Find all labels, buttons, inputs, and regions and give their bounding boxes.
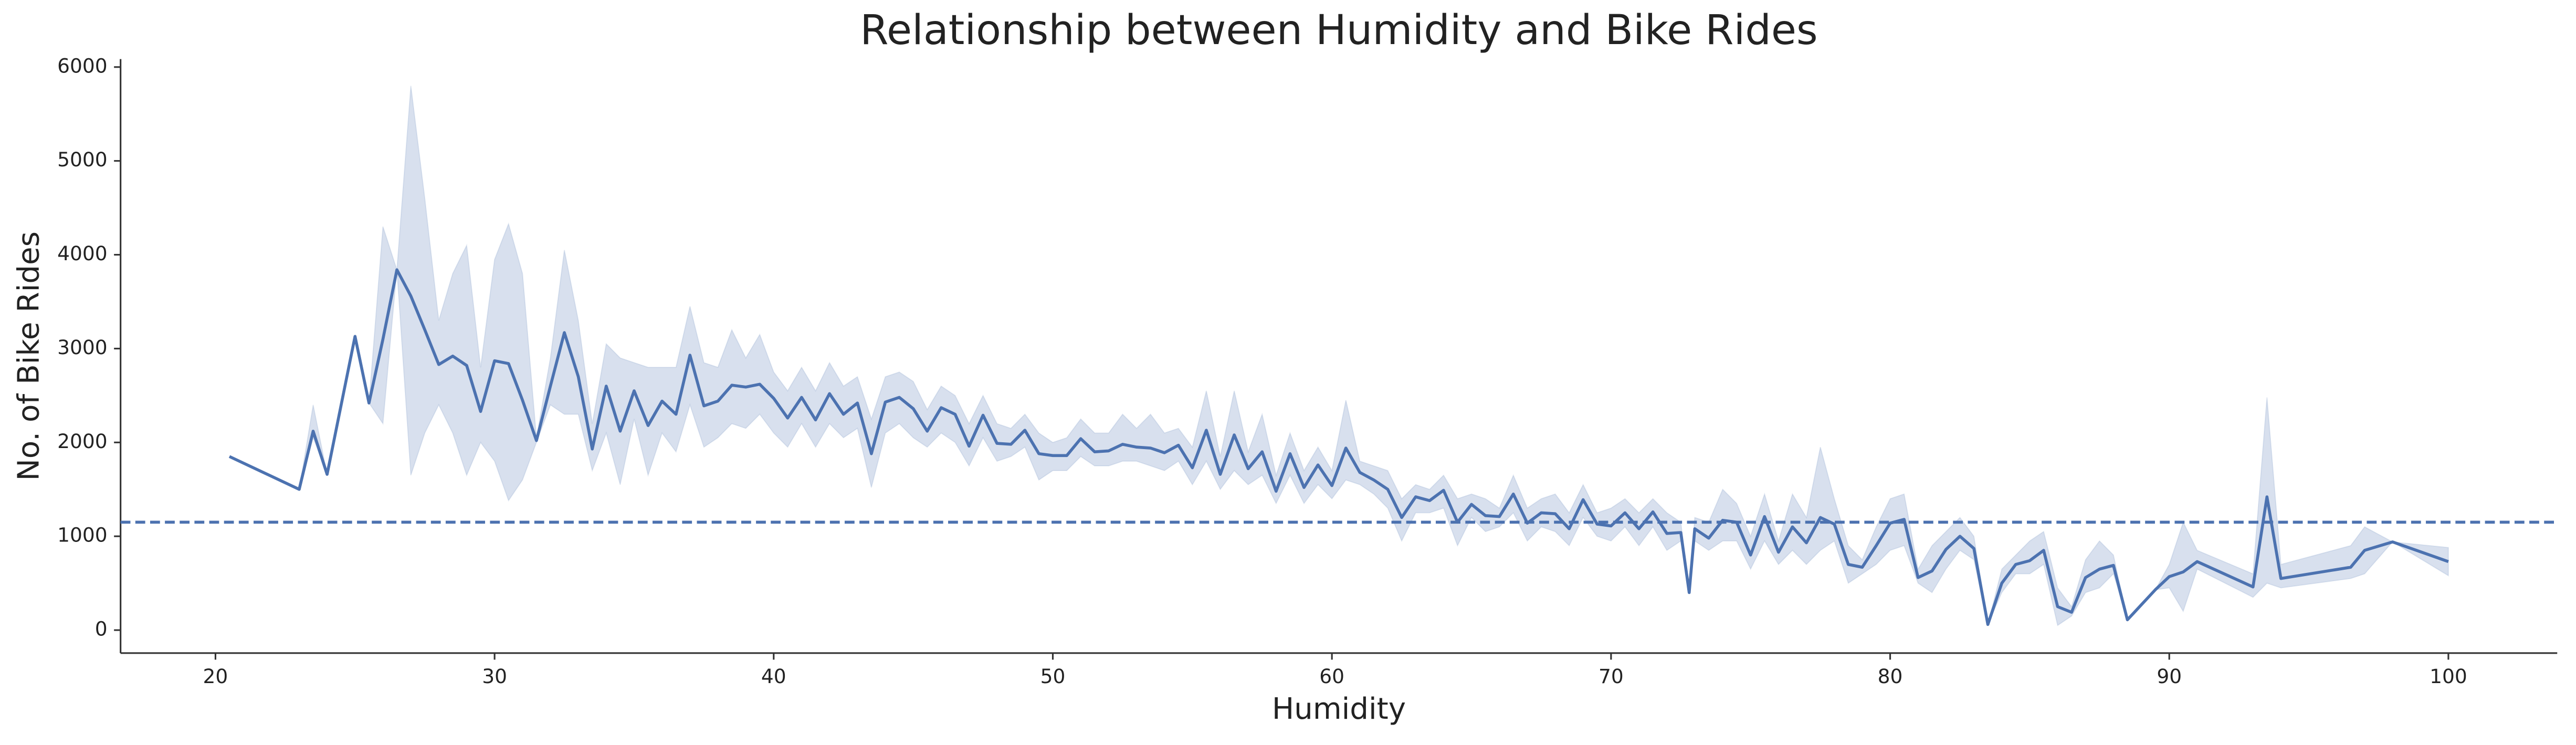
x-tick-label: 50 [1040, 665, 1066, 688]
y-tick-label: 6000 [57, 54, 107, 77]
y-axis-label: No. of Bike Rides [12, 231, 46, 481]
y-tick-label: 2000 [57, 430, 107, 453]
y-tick-label: 3000 [57, 336, 107, 359]
y-tick-label: 0 [95, 618, 108, 641]
data-line [228, 268, 2449, 626]
x-tick-label: 80 [1878, 665, 1903, 688]
x-tick-label: 70 [1599, 665, 1624, 688]
y-tick-label: 4000 [57, 242, 107, 265]
x-tick-label: 90 [2157, 665, 2182, 688]
x-tick-label: 100 [2430, 665, 2467, 688]
x-tick-label: 40 [761, 665, 786, 688]
chart-title: Relationship between Humidity and Bike R… [860, 6, 1817, 54]
x-axis-label: Humidity [1272, 692, 1406, 726]
x-tick-label: 30 [482, 665, 507, 688]
y-tick-label: 5000 [57, 148, 107, 171]
x-tick-label: 60 [1319, 665, 1344, 688]
confidence-band [229, 86, 2449, 626]
y-tick-label: 1000 [57, 524, 107, 547]
x-tick-label: 20 [203, 665, 228, 688]
